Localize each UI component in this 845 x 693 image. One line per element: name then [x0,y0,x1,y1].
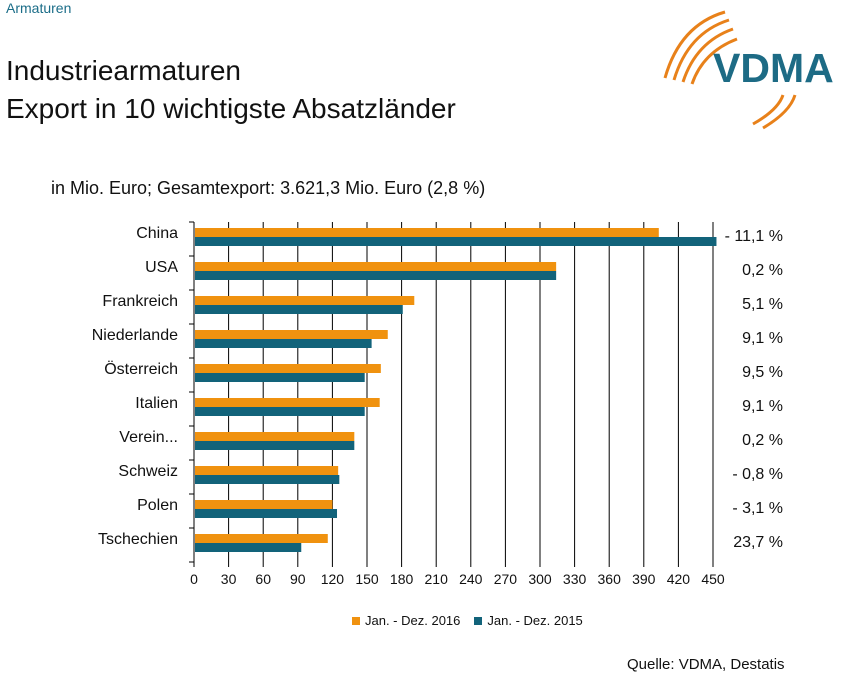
page-title: Industriearmaturen Export in 10 wichtigs… [6,52,456,128]
bar-2016 [195,296,415,305]
bar-2015 [195,441,355,450]
x-tick-label: 300 [528,571,552,587]
bar-2015 [195,543,302,552]
change-label: 9,5 % [742,364,783,381]
x-tick-label: 270 [494,571,518,587]
vdma-logo: VDMA [663,10,834,130]
bar-2015 [195,475,340,484]
change-label: 0,2 % [742,262,783,279]
bar-2015 [195,305,403,314]
bar-2015 [195,509,338,518]
change-label: 23,7 % [733,534,783,551]
x-tick-label: 450 [701,571,725,587]
logo-arc-1 [663,10,726,79]
bar-2016 [195,330,388,339]
category-label: Frankreich [102,293,178,310]
x-tick-label: 150 [355,571,379,587]
x-tick-label: 30 [221,571,237,587]
x-tick-label: 60 [255,571,271,587]
bar-2016 [195,432,355,441]
title-line-1: Industriearmaturen [6,55,242,86]
bar-2015 [195,271,557,280]
bar-2016 [195,228,659,237]
category-label: Österreich [104,360,178,378]
x-tick-label: 330 [563,571,587,587]
title-line-2: Export in 10 wichtigste Absatzländer [6,93,456,124]
legend-swatch-2016 [352,616,360,625]
legend-label-2016: Jan. - Dez. 2016 [365,613,461,628]
x-tick-label: 240 [459,571,483,587]
logo-text: VDMA [713,45,834,91]
bar-2016 [195,466,339,475]
chart-legend: Jan. - Dez. 2016 Jan. - Dez. 2015 [352,613,583,628]
change-label: 9,1 % [742,330,783,347]
section-tag: Armaturen [6,0,72,16]
category-label: China [136,225,178,242]
legend-item-2015: Jan. - Dez. 2015 [474,613,583,628]
change-label: 5,1 % [742,296,783,313]
x-tick-label: 90 [290,571,306,587]
legend-label-2015: Jan. - Dez. 2015 [487,613,583,628]
bar-chart: 0 30 60 90 120 150 180 210 240 270 300 330 360 390 420… [92,221,783,587]
x-tick-label: 420 [667,571,691,587]
x-tick-label: 390 [632,571,656,587]
change-label: 9,1 % [742,398,783,415]
bar-2015 [195,407,365,416]
x-tick-label: 120 [321,571,345,587]
bar-2016 [195,500,333,509]
logo-arc-3 [681,27,734,83]
bar-2016 [195,262,557,271]
logo-arc-2 [672,18,730,81]
category-label: Italien [135,395,178,412]
x-tick-label: 360 [598,571,622,587]
change-label: - 0,8 % [732,466,783,483]
category-label: Verein... [119,429,178,446]
chart-subtitle: in Mio. Euro; Gesamtexport: 3.621,3 Mio.… [51,178,486,198]
logo-arc-4 [690,37,738,85]
legend-swatch-2015 [474,616,483,625]
bar-2016 [195,398,380,407]
category-label: USA [145,259,178,276]
change-label: 0,2 % [742,432,783,449]
category-label: Niederlande [92,327,178,344]
category-label: Polen [137,497,178,514]
category-label: Tschechien [98,531,178,548]
x-tick-label: 180 [390,571,414,587]
legend-item-2016: Jan. - Dez. 2016 [352,613,460,628]
logo-arc-6 [752,94,785,126]
bar-2015 [195,373,365,382]
x-tick-label: 210 [425,571,449,587]
bar-2016 [195,534,328,543]
x-tick-label: 0 [190,571,198,587]
source-note: Quelle: VDMA, Destatis [627,656,785,673]
change-label: - 11,1 % [725,228,783,245]
category-label: Schweiz [118,463,178,480]
bar-2016 [195,364,381,373]
change-label: - 3,1 % [732,500,783,517]
bar-2015 [195,237,717,246]
logo-arc-5 [762,94,797,130]
bar-2015 [195,339,372,348]
